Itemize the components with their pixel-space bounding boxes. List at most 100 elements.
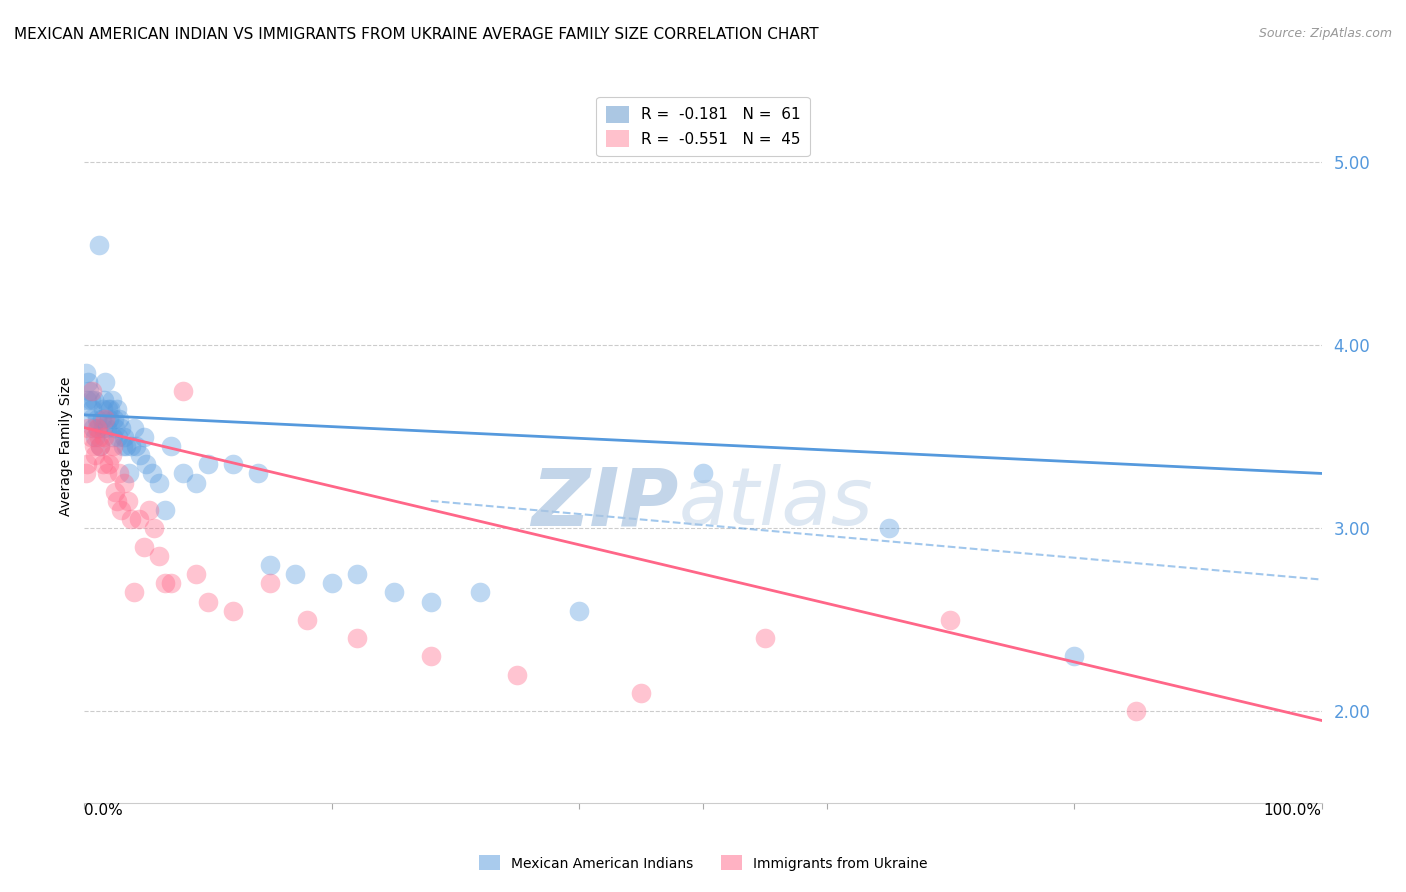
Point — [259, 558, 281, 572]
Point — [108, 411, 131, 425]
Point — [105, 494, 128, 508]
Point — [197, 594, 219, 608]
Point — [104, 420, 127, 434]
Point — [246, 467, 269, 481]
Point — [105, 402, 128, 417]
Point — [117, 494, 139, 508]
Point — [82, 420, 104, 434]
Point — [80, 384, 103, 398]
Point — [115, 439, 138, 453]
Point — [122, 420, 145, 434]
Point — [98, 411, 121, 425]
Text: atlas: atlas — [678, 464, 873, 542]
Text: 0.0%: 0.0% — [84, 803, 124, 818]
Point — [172, 384, 194, 398]
Point — [118, 467, 141, 481]
Point — [222, 458, 245, 472]
Point — [98, 458, 121, 472]
Point — [96, 467, 118, 481]
Point — [148, 549, 170, 563]
Point — [419, 649, 441, 664]
Point — [160, 576, 183, 591]
Point — [83, 439, 105, 453]
Point — [75, 467, 97, 481]
Point — [94, 411, 117, 425]
Point — [153, 576, 176, 591]
Point — [197, 458, 219, 472]
Point — [346, 567, 368, 582]
Point — [120, 439, 142, 453]
Point — [1063, 649, 1085, 664]
Point — [129, 448, 152, 462]
Point — [91, 420, 114, 434]
Point — [93, 430, 115, 444]
Point — [259, 576, 281, 591]
Point — [77, 375, 100, 389]
Point — [79, 384, 101, 398]
Point — [89, 439, 111, 453]
Point — [79, 430, 101, 444]
Point — [93, 393, 115, 408]
Point — [89, 439, 111, 453]
Point — [148, 475, 170, 490]
Point — [94, 375, 117, 389]
Text: ZIP: ZIP — [531, 464, 678, 542]
Point — [107, 430, 129, 444]
Point — [568, 604, 591, 618]
Y-axis label: Average Family Size: Average Family Size — [59, 376, 73, 516]
Point — [135, 458, 157, 472]
Point — [630, 686, 652, 700]
Point — [112, 475, 135, 490]
Point — [87, 420, 110, 434]
Point — [97, 402, 120, 417]
Point — [125, 439, 148, 453]
Point — [98, 402, 121, 417]
Point — [132, 540, 155, 554]
Point — [89, 237, 111, 252]
Point — [122, 585, 145, 599]
Point — [506, 667, 529, 681]
Point — [132, 430, 155, 444]
Point — [84, 448, 107, 462]
Point — [108, 467, 131, 481]
Point — [754, 631, 776, 645]
Legend: Mexican American Indians, Immigrants from Ukraine: Mexican American Indians, Immigrants fro… — [474, 850, 932, 876]
Point — [153, 503, 176, 517]
Point — [100, 393, 122, 408]
Point — [84, 430, 107, 444]
Point — [284, 567, 307, 582]
Point — [346, 631, 368, 645]
Point — [91, 402, 114, 417]
Point — [83, 393, 105, 408]
Point — [172, 467, 194, 481]
Point — [100, 448, 122, 462]
Text: MEXICAN AMERICAN INDIAN VS IMMIGRANTS FROM UKRAINE AVERAGE FAMILY SIZE CORRELATI: MEXICAN AMERICAN INDIAN VS IMMIGRANTS FR… — [14, 27, 818, 42]
Point — [79, 411, 101, 425]
Point — [184, 475, 207, 490]
Point — [101, 439, 124, 453]
Point — [110, 503, 132, 517]
Point — [76, 393, 98, 408]
Point — [692, 467, 714, 481]
Legend: R =  -0.181   N =  61, R =  -0.551   N =  45: R = -0.181 N = 61, R = -0.551 N = 45 — [596, 97, 810, 156]
Point — [419, 594, 441, 608]
Point — [939, 613, 962, 627]
Point — [877, 521, 900, 535]
Point — [110, 420, 132, 434]
Point — [111, 439, 134, 453]
Point — [101, 430, 124, 444]
Point — [104, 484, 127, 499]
Point — [1125, 704, 1147, 718]
Point — [79, 393, 101, 408]
Text: Source: ZipAtlas.com: Source: ZipAtlas.com — [1258, 27, 1392, 40]
Point — [142, 521, 165, 535]
Point — [382, 585, 405, 599]
Point — [86, 411, 108, 425]
Point — [89, 430, 111, 444]
Point — [112, 430, 135, 444]
Point — [321, 576, 343, 591]
Point — [91, 458, 114, 472]
Point — [103, 411, 125, 425]
Point — [80, 402, 103, 417]
Point — [86, 420, 108, 434]
